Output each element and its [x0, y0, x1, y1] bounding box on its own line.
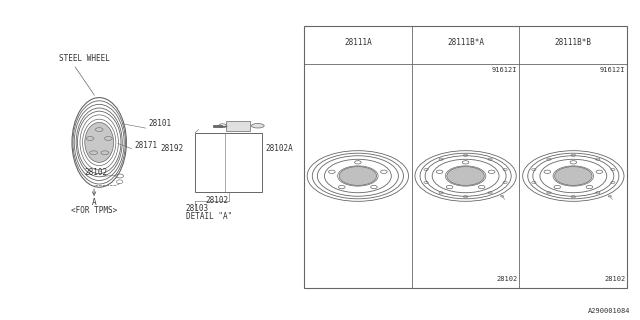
Text: A290001084: A290001084	[588, 308, 630, 314]
Bar	[226, 121, 250, 131]
Bar	[195, 133, 262, 192]
Ellipse shape	[85, 122, 114, 162]
Text: 28102: 28102	[496, 276, 518, 282]
Text: STEEL WHEEL: STEEL WHEEL	[59, 54, 109, 63]
Text: 28103: 28103	[186, 204, 209, 213]
Text: 28101: 28101	[148, 119, 172, 128]
Text: 28102: 28102	[205, 196, 228, 205]
Circle shape	[447, 167, 484, 185]
Text: 28111A: 28111A	[344, 38, 372, 47]
Text: 28102A: 28102A	[266, 144, 293, 153]
Text: DETAIL "A": DETAIL "A"	[186, 212, 232, 220]
Circle shape	[555, 167, 592, 185]
Text: 28171: 28171	[134, 141, 157, 150]
Text: 28102: 28102	[604, 276, 625, 282]
Ellipse shape	[252, 124, 264, 128]
Text: 28111B*A: 28111B*A	[447, 38, 484, 47]
Text: 28111B*B: 28111B*B	[555, 38, 592, 47]
Text: 28192: 28192	[160, 144, 183, 153]
Text: 28102: 28102	[84, 168, 108, 177]
Circle shape	[339, 167, 376, 185]
Text: <FOR TPMS>: <FOR TPMS>	[71, 206, 117, 215]
Text: 91612I: 91612I	[600, 67, 625, 73]
Text: 91612I: 91612I	[492, 67, 518, 73]
Bar	[304, 26, 627, 288]
Text: A: A	[92, 198, 97, 207]
